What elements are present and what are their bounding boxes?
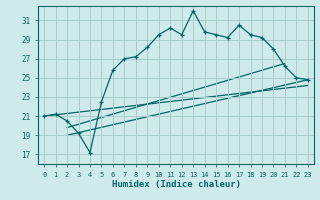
X-axis label: Humidex (Indice chaleur): Humidex (Indice chaleur) [111,180,241,189]
